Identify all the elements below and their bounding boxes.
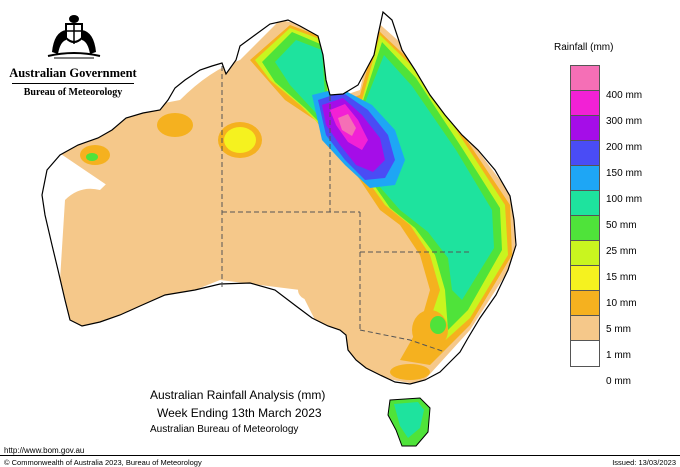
legend-label-25: 25 mm: [606, 246, 637, 257]
legend-label-300: 300 mm: [606, 116, 643, 127]
legend-swatch-150: [571, 141, 599, 166]
legend-title: Rainfall (mm): [554, 42, 614, 53]
legend-label-0: 0 mm: [606, 376, 631, 387]
legend-label-10: 10 mm: [606, 298, 637, 309]
legend-swatch-400: [571, 66, 599, 91]
logo-divider: [12, 83, 134, 84]
legend-swatch-15: [571, 241, 599, 266]
legend-label-150: 150 mm: [606, 168, 643, 179]
legend-swatch-300: [571, 91, 599, 116]
legend-swatch-0: [571, 341, 599, 366]
tasmania-inner-zone: [394, 402, 424, 438]
rainfall-zones: [55, 20, 515, 384]
issued-date: Issued: 13/03/2023: [612, 458, 676, 467]
legend-swatch-100: [571, 166, 599, 191]
legend-label-1: 1 mm: [606, 350, 631, 361]
copyright-text: © Commonwealth of Australia 2023, Bureau…: [4, 458, 202, 467]
legend-label-200: 200 mm: [606, 142, 643, 153]
bom-url-link[interactable]: http://www.bom.gov.au: [4, 446, 85, 455]
footer-divider: [0, 455, 680, 456]
map-source: Australian Bureau of Meteorology: [150, 424, 299, 435]
government-name: Australian Government: [9, 66, 137, 80]
legend-swatch-5: [571, 291, 599, 316]
rainfall-legend: Rainfall (mm) 400 mm 300 mm 200 mm 150 m…: [548, 42, 648, 392]
legend-label-50: 50 mm: [606, 220, 637, 231]
legend-label-400: 400 mm: [606, 90, 643, 101]
bureau-name: Bureau of Meteorology: [23, 87, 123, 98]
map-title: Australian Rainfall Analysis (mm): [150, 388, 326, 402]
map-subtitle: Week Ending 13th March 2023: [157, 406, 322, 420]
government-logo: Australian Government Bureau of Meteorol…: [8, 8, 138, 103]
legend-label-100: 100 mm: [606, 194, 643, 205]
legend-swatch-50: [571, 191, 599, 216]
legend-label-5: 5 mm: [606, 324, 631, 335]
legend-swatch-1: [571, 316, 599, 341]
legend-swatch-25: [571, 216, 599, 241]
legend-color-bar: [570, 65, 600, 367]
legend-label-15: 15 mm: [606, 272, 637, 283]
state-borders: [221, 66, 470, 353]
coat-of-arms-icon: [47, 15, 101, 59]
legend-swatch-200: [571, 116, 599, 141]
legend-swatch-10: [571, 266, 599, 291]
